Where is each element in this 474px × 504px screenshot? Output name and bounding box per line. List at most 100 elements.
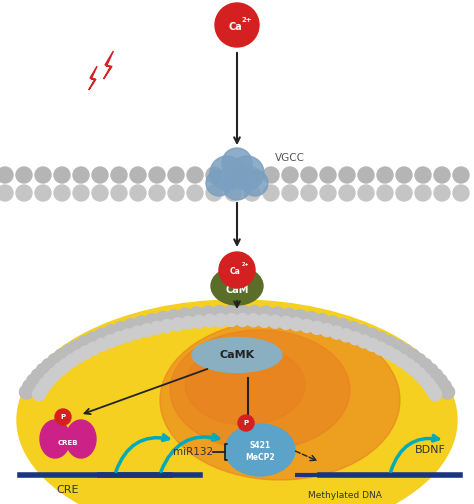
Ellipse shape <box>185 345 305 425</box>
Circle shape <box>315 313 329 328</box>
Circle shape <box>320 324 333 337</box>
Circle shape <box>424 363 438 377</box>
Circle shape <box>293 309 307 324</box>
Circle shape <box>320 167 336 183</box>
Circle shape <box>0 167 13 183</box>
Circle shape <box>225 167 241 183</box>
Circle shape <box>247 314 260 327</box>
Circle shape <box>92 185 108 201</box>
Circle shape <box>219 252 255 288</box>
Circle shape <box>434 167 450 183</box>
Circle shape <box>54 363 66 376</box>
Circle shape <box>206 185 222 201</box>
Circle shape <box>244 167 260 183</box>
Circle shape <box>171 318 184 331</box>
Circle shape <box>405 349 419 363</box>
Circle shape <box>65 354 79 367</box>
Ellipse shape <box>170 330 350 450</box>
Circle shape <box>215 3 259 47</box>
Circle shape <box>0 185 13 201</box>
Circle shape <box>168 167 184 183</box>
Circle shape <box>27 374 41 388</box>
Circle shape <box>210 156 244 190</box>
Circle shape <box>453 167 469 183</box>
Circle shape <box>377 167 393 183</box>
Circle shape <box>31 369 45 383</box>
Circle shape <box>269 315 282 328</box>
Circle shape <box>80 346 92 359</box>
Circle shape <box>339 185 355 201</box>
Circle shape <box>223 172 251 200</box>
Circle shape <box>282 185 298 201</box>
Circle shape <box>145 313 159 328</box>
Circle shape <box>230 156 264 190</box>
Circle shape <box>54 167 70 183</box>
Circle shape <box>161 320 174 333</box>
Polygon shape <box>89 66 97 90</box>
Circle shape <box>242 170 268 196</box>
Circle shape <box>149 167 165 183</box>
Circle shape <box>201 306 215 320</box>
Circle shape <box>236 305 250 319</box>
Ellipse shape <box>40 420 70 458</box>
Circle shape <box>111 167 127 183</box>
Circle shape <box>271 307 284 321</box>
Text: Ca: Ca <box>228 22 242 32</box>
Circle shape <box>130 167 146 183</box>
Circle shape <box>310 322 323 335</box>
Circle shape <box>263 167 279 183</box>
Circle shape <box>23 380 37 394</box>
Ellipse shape <box>225 424 295 476</box>
Circle shape <box>62 344 76 358</box>
Circle shape <box>413 368 426 381</box>
Circle shape <box>212 305 227 320</box>
Circle shape <box>36 383 49 396</box>
Circle shape <box>167 309 181 324</box>
Circle shape <box>282 167 298 183</box>
Circle shape <box>238 415 254 431</box>
Circle shape <box>300 320 313 333</box>
Text: S421: S421 <box>249 440 271 450</box>
Circle shape <box>389 350 401 363</box>
Circle shape <box>415 185 431 201</box>
Circle shape <box>95 328 109 342</box>
Circle shape <box>35 167 51 183</box>
Circle shape <box>73 167 89 183</box>
Circle shape <box>422 377 435 391</box>
Circle shape <box>290 318 303 331</box>
Circle shape <box>358 167 374 183</box>
Circle shape <box>398 344 412 358</box>
Circle shape <box>206 167 222 183</box>
Circle shape <box>279 317 292 330</box>
Circle shape <box>263 185 279 201</box>
Circle shape <box>149 185 165 201</box>
Circle shape <box>396 185 412 201</box>
Text: CaMK: CaMK <box>219 350 255 360</box>
Circle shape <box>35 185 51 201</box>
Circle shape <box>346 322 360 336</box>
Circle shape <box>44 372 56 386</box>
Circle shape <box>415 167 431 183</box>
Circle shape <box>339 167 355 183</box>
Circle shape <box>236 313 249 327</box>
Ellipse shape <box>211 267 263 305</box>
Circle shape <box>408 363 420 376</box>
Polygon shape <box>104 51 113 79</box>
Circle shape <box>429 369 443 383</box>
Text: 2+: 2+ <box>242 17 252 23</box>
Text: P: P <box>61 414 65 420</box>
Circle shape <box>95 338 108 351</box>
Circle shape <box>111 185 127 201</box>
Circle shape <box>301 185 317 201</box>
Circle shape <box>330 326 343 339</box>
Circle shape <box>203 314 216 328</box>
Circle shape <box>365 328 379 342</box>
Circle shape <box>103 335 117 348</box>
Circle shape <box>358 185 374 201</box>
Circle shape <box>301 167 317 183</box>
Circle shape <box>434 185 450 201</box>
Circle shape <box>418 358 432 372</box>
Circle shape <box>391 340 405 354</box>
Circle shape <box>259 306 273 320</box>
Circle shape <box>336 319 350 333</box>
